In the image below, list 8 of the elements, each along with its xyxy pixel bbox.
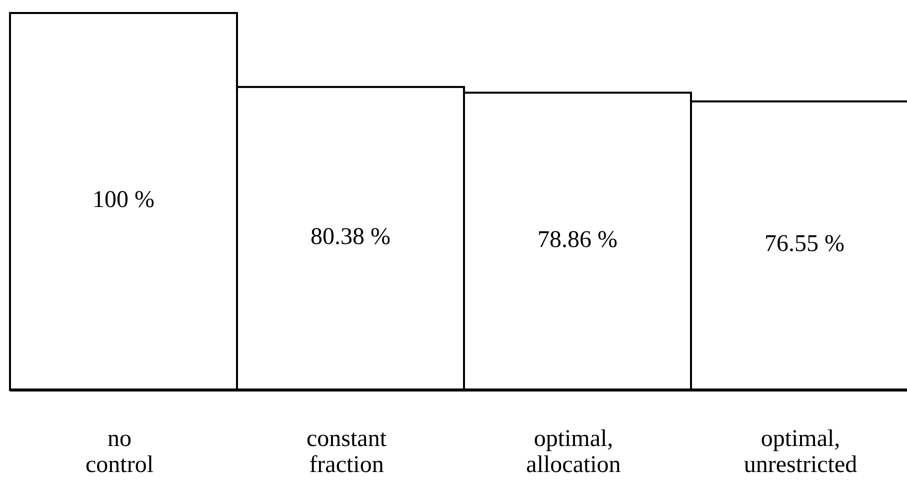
data-label: 78.86 % bbox=[538, 226, 618, 253]
data-label: 76.55 % bbox=[764, 231, 844, 258]
x-tick-label: optimal, allocation bbox=[526, 426, 621, 478]
data-label: 100 % bbox=[92, 187, 154, 214]
x-tick-label: constant fraction bbox=[306, 426, 387, 478]
data-label: 80.38 % bbox=[310, 224, 390, 250]
x-tick-label: optimal, unrestricted bbox=[744, 426, 858, 478]
x-tick-label: no control bbox=[86, 426, 154, 478]
